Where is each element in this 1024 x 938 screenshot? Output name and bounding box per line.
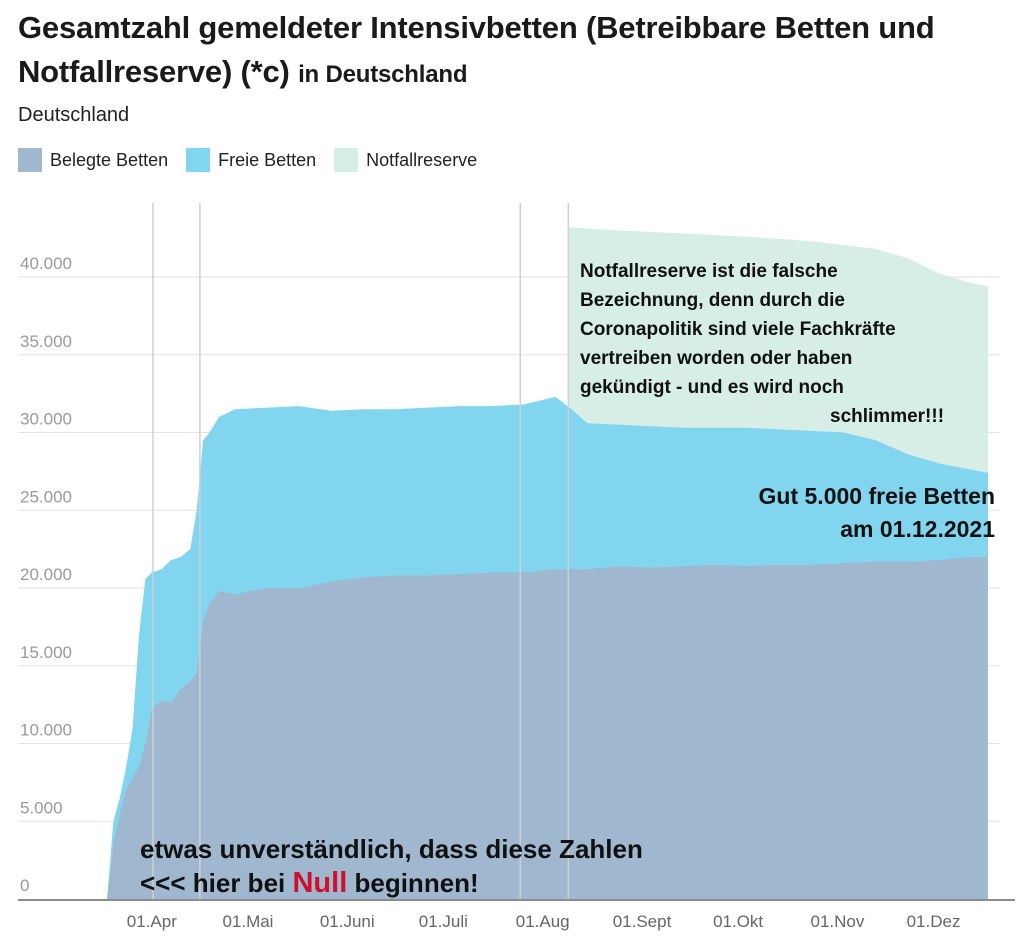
chart-title-main: Gesamtzahl gemeldeter Intensivbetten (Be… <box>18 10 935 89</box>
free-beds-line-1: Gut 5.000 freie Betten <box>758 483 995 509</box>
annotation-free-beds: Gut 5.000 freie Betten am 01.12.2021 <box>655 480 995 546</box>
zero-note-null: Null <box>292 867 348 899</box>
zero-note-line-1: etwas unverständlich, dass diese Zahlen <box>140 834 643 864</box>
reserve-note-line-4: vertreiben worden oder haben <box>580 348 853 369</box>
legend-item-belegte: Belegte Betten <box>18 148 168 172</box>
reserve-note-line-2: Bezeichnung, denn durch die <box>580 290 845 311</box>
chart-subtitle: Deutschland <box>18 104 130 126</box>
y-tick-label-2: 10.000 <box>20 721 72 740</box>
reserve-note-line-3: Coronapolitik sind viele Fachkräfte <box>580 319 896 340</box>
chart-title-suffix: in Deutschland <box>298 61 468 88</box>
y-tick-label-7: 35.000 <box>20 332 72 351</box>
legend-swatch-freie <box>186 148 211 172</box>
legend-item-freie: Freie Betten <box>186 148 316 172</box>
chart-title: Gesamtzahl gemeldeter Intensivbetten (Be… <box>18 6 1018 97</box>
reserve-note-line-5: gekündigt - und es wird noch <box>580 377 844 398</box>
chart-legend: Belegte Betten Freie Betten Notfallreser… <box>18 148 477 172</box>
x-tick-label-3: 01.Juli <box>419 912 468 931</box>
reserve-note-line-1: Notfallreserve ist die falsche <box>580 261 838 282</box>
x-tick-label-8: 01.Dez <box>907 912 961 931</box>
legend-swatch-notfall <box>334 148 359 172</box>
series-area-belegte-betten <box>107 556 988 899</box>
zero-note-line-2: <<< hier bei Null beginnen! <box>140 866 840 900</box>
legend-item-notfall: Notfallreserve <box>334 148 477 172</box>
y-tick-label-0: 0 <box>20 876 29 895</box>
vertical-gridline-layer <box>152 203 570 899</box>
x-tick-label-7: 01.Nov <box>810 912 864 931</box>
area-layer <box>107 227 988 899</box>
legend-swatch-belegte <box>18 148 42 172</box>
y-tick-label-6: 30.000 <box>20 410 72 429</box>
legend-label-freie: Freie Betten <box>218 149 317 170</box>
y-tick-label-1: 5.000 <box>20 798 63 817</box>
free-beds-line-2: am 01.12.2021 <box>840 516 995 542</box>
zero-note-suffix: beginnen! <box>347 868 479 898</box>
zero-note-prefix: <<< hier bei <box>140 868 293 898</box>
x-tick-label-4: 01.Aug <box>516 912 570 931</box>
annotation-reserve-note: Notfallreserve ist die falsche Bezeichnu… <box>580 257 1010 431</box>
x-tick-label-2: 01.Juni <box>320 912 375 931</box>
legend-label-belegte: Belegte Betten <box>50 149 169 170</box>
x-tick-label-1: 01.Mai <box>222 912 273 931</box>
reserve-note-line-6: schlimmer!!! <box>830 406 945 427</box>
y-tick-label-5: 25.000 <box>20 487 72 506</box>
axis-layer: 0 5.000 10.000 15.000 20.000 25.000 30.000 35.0… <box>18 254 1015 931</box>
y-tick-label-4: 20.000 <box>20 565 72 584</box>
annotation-zero-note: etwas unverständlich, dass diese Zahlen … <box>140 832 840 900</box>
x-tick-label-6: 01.Okt <box>713 912 763 931</box>
legend-label-notfall: Notfallreserve <box>366 149 478 170</box>
y-tick-label-3: 15.000 <box>20 643 72 662</box>
x-tick-label-0: 01.Apr <box>127 912 177 931</box>
y-tick-label-8: 40.000 <box>20 254 72 273</box>
x-tick-label-5: 01.Sept <box>613 912 672 931</box>
